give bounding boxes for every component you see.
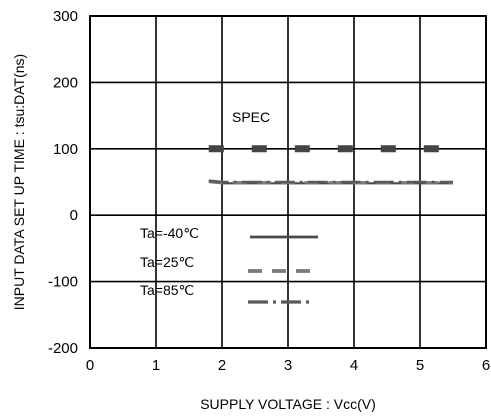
y-tick-label-3: 0 <box>70 207 78 224</box>
legend-label-1: Ta=25℃ <box>140 254 194 270</box>
x-axis-title: SUPPLY VOLTAGE : Vcc(V) <box>200 396 376 412</box>
series <box>208 145 453 185</box>
legend: Ta=-40℃ Ta=25℃ Ta=85℃ <box>140 225 318 304</box>
y-tick-label-5: -200 <box>48 340 78 357</box>
x-tick-label-2: 2 <box>218 357 226 374</box>
x-tick-label-0: 0 <box>86 357 94 374</box>
x-tick-label-1: 1 <box>152 357 160 374</box>
y-tick-label-0: 300 <box>53 8 78 25</box>
x-tick-label-4: 4 <box>350 357 358 374</box>
legend-label-0: Ta=-40℃ <box>140 225 199 241</box>
plot-frame <box>89 15 487 349</box>
x-tick-label-5: 5 <box>416 357 424 374</box>
spec-annotation: SPEC <box>232 109 270 125</box>
y-tick-label-2: 100 <box>53 141 78 158</box>
tick-labels: 0 1 2 3 4 5 6 300 200 100 0 -100 -200 <box>48 8 490 374</box>
x-tick-label-3: 3 <box>284 357 292 374</box>
legend-label-2: Ta=85℃ <box>140 282 194 298</box>
y-tick-label-1: 200 <box>53 74 78 91</box>
y-tick-label-4: -100 <box>48 274 78 291</box>
y-axis-title: INPUT DATA SET UP TIME : tsu:DAT(ns) <box>11 54 27 310</box>
series-line-2 <box>208 179 453 184</box>
x-tick-label-6: 6 <box>482 357 490 374</box>
